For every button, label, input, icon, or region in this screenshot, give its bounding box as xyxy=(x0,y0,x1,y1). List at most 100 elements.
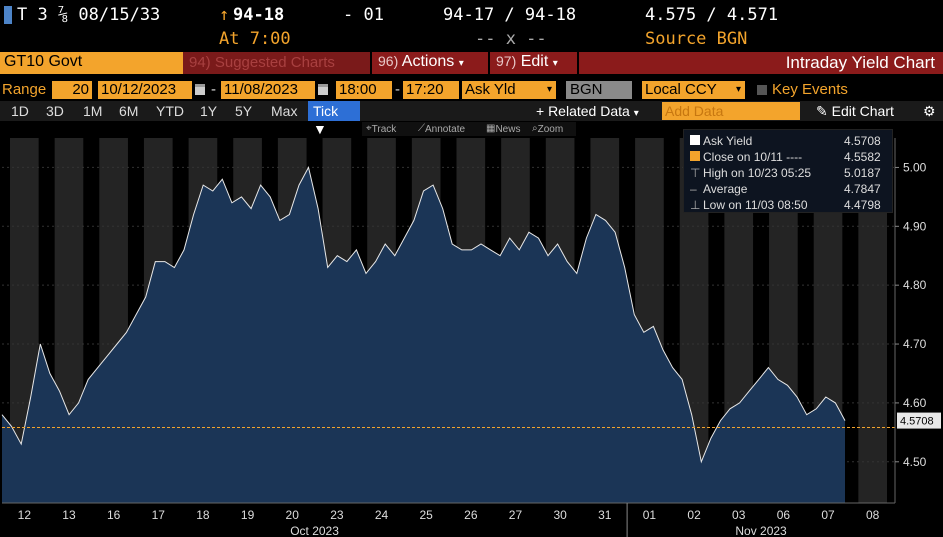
time-dash: - xyxy=(395,81,400,98)
legend-label: Ask Yield xyxy=(703,134,753,148)
y-tick-label: 4.60 xyxy=(903,396,927,410)
x-axis: 12 13 16 17 18 19 20 23 24 25 26 27 30 31 01 02 03 06 07 08… xyxy=(2,502,895,537)
x-tick-label: 16 xyxy=(107,508,121,522)
x-tick-label: 12 xyxy=(18,508,32,522)
x-tick-label: 02 xyxy=(687,508,701,522)
suggested-charts-button[interactable]: 94) Suggested Charts xyxy=(183,52,370,74)
legend-label: Average xyxy=(703,182,748,196)
edit-number: 97) xyxy=(496,53,517,69)
edit-menu[interactable]: 97) Edit ▾ xyxy=(490,52,577,74)
last-value-label: 4.5708 xyxy=(900,416,934,428)
x-tick-label: 23 xyxy=(330,508,344,522)
period-5y[interactable]: 5Y xyxy=(235,103,253,119)
period-1d[interactable]: 1D xyxy=(11,103,29,119)
yield-area xyxy=(2,167,845,503)
chevron-down-icon: ▾ xyxy=(633,108,639,119)
security-name: T 3 ⅞ 08/15/33 xyxy=(17,5,161,25)
gear-icon[interactable]: ⚙ xyxy=(923,103,936,119)
currency-select-value: Local CCY xyxy=(645,81,717,98)
actions-label: Actions xyxy=(401,53,455,70)
edit-chart-button[interactable]: ✎ Edit Chart xyxy=(816,102,894,120)
security-color-marker xyxy=(4,6,12,24)
field-select-value: Ask Yld xyxy=(465,81,516,98)
chevron-down-icon: ▾ xyxy=(458,58,464,69)
bid-ask-size: -- x -- xyxy=(475,29,547,49)
x-tick-label: 13 xyxy=(62,508,76,522)
toolbar: 1D 3D 1M 6M YTD 1Y 5Y Max Tick ▼ + Relat… xyxy=(0,101,943,137)
x-tick-label: 08 xyxy=(866,508,880,522)
y-tick-label: 4.90 xyxy=(903,219,927,233)
x-tick-label: 30 xyxy=(553,508,567,522)
close-swatch xyxy=(690,151,700,161)
edit-chart-label: Edit Chart xyxy=(831,103,894,119)
related-data-label: + Related Data xyxy=(536,103,630,119)
currency-select[interactable]: Local CCY ▾ xyxy=(642,81,745,99)
start-date-field[interactable]: 10/12/2023 xyxy=(98,81,192,99)
annotate-tool[interactable]: ⟋ Annotate xyxy=(418,123,466,135)
title-bar: GT10 Govt 94) Suggested Charts 96) Actio… xyxy=(0,52,943,74)
period-ytd[interactable]: YTD xyxy=(156,103,184,119)
period-1m[interactable]: 1M xyxy=(83,103,103,119)
legend-label: High on 10/23 05:25 xyxy=(703,166,812,180)
legend-value: 4.5582 xyxy=(844,150,881,164)
time-from-field[interactable]: 18:00 xyxy=(336,81,392,99)
tick-button[interactable]: Tick ▼ xyxy=(308,101,360,137)
month-label: Oct 2023 xyxy=(290,524,339,537)
x-tick-label: 31 xyxy=(598,508,612,522)
key-events-checkbox[interactable] xyxy=(757,85,767,95)
page-title: Intraday Yield Chart xyxy=(579,52,943,74)
legend-value: 5.0187 xyxy=(844,166,881,180)
bid-ask-price: 94-17 / 94-18 xyxy=(443,5,577,25)
suggested-charts-label: Suggested Charts xyxy=(214,54,335,71)
edit-label: Edit xyxy=(520,53,549,70)
legend-item-high[interactable]: ⊤ High on 10/23 05:25 5.0187 xyxy=(690,166,881,182)
x-tick-label: 19 xyxy=(241,508,255,522)
x-tick-label: 03 xyxy=(732,508,746,522)
month-label: Nov 2023 xyxy=(735,524,787,537)
zoom-tool[interactable]: ⌕ Zoom xyxy=(532,123,564,135)
actions-menu[interactable]: 96) Actions ▾ xyxy=(372,52,488,74)
series-swatch xyxy=(690,135,700,145)
legend-item-ask-yield[interactable]: Ask Yield 4.5708 xyxy=(690,134,881,150)
chart-tools: ⌖ Track ⟋ Annotate ▦ News ⌕ Zoom xyxy=(362,122,576,136)
news-tool[interactable]: ▦ News xyxy=(486,123,521,135)
range-label: Range xyxy=(2,81,47,98)
track-tool[interactable]: ⌖ Track xyxy=(366,123,397,135)
news-label: News xyxy=(495,124,521,135)
x-tick-label: 26 xyxy=(464,508,478,522)
add-data-input[interactable]: Add Data xyxy=(662,102,800,120)
yield-chart[interactable]: 4.504.604.704.804.905.004.5708 12 13 16 17 1… xyxy=(0,122,943,537)
track-label: Track xyxy=(371,124,397,135)
up-arrow-icon: ↑ xyxy=(219,5,230,25)
time-to-field[interactable]: 17:20 xyxy=(403,81,459,99)
related-data-button[interactable]: + Related Data ▾ xyxy=(536,102,639,120)
period-3d[interactable]: 3D xyxy=(46,103,64,119)
ticker-field[interactable]: GT10 Govt xyxy=(0,52,183,74)
average-marker-icon: – xyxy=(690,182,697,196)
end-date-field[interactable]: 11/08/2023 xyxy=(221,81,315,99)
x-tick-label: 20 xyxy=(286,508,300,522)
chevron-down-icon: ▾ xyxy=(546,84,552,95)
calendar-icon[interactable] xyxy=(318,84,328,95)
chart-legend: Ask Yield 4.5708 Close on 10/11 ---- 4.5… xyxy=(683,129,893,213)
field-select[interactable]: Ask Yld ▾ xyxy=(462,81,556,99)
range-days-field[interactable]: 20 xyxy=(52,81,92,99)
suggested-charts-number: 94) xyxy=(189,54,211,71)
period-max[interactable]: Max xyxy=(271,103,298,119)
calendar-icon[interactable] xyxy=(195,84,205,95)
zoom-label: Zoom xyxy=(537,124,564,135)
high-marker-icon: ⊤ xyxy=(690,166,701,180)
legend-item-low[interactable]: ⊥ Low on 11/03 08:50 4.4798 xyxy=(690,198,881,214)
quote-time: At 7:00 xyxy=(219,29,291,49)
pricing-source: Source BGN xyxy=(645,29,748,49)
x-tick-label: 01 xyxy=(643,508,657,522)
legend-value: 4.5708 xyxy=(844,134,881,148)
period-1y[interactable]: 1Y xyxy=(200,103,218,119)
key-events-label: Key Events xyxy=(772,81,848,98)
x-tick-label: 17 xyxy=(152,508,166,522)
period-6m[interactable]: 6M xyxy=(119,103,139,119)
source-field[interactable]: BGN xyxy=(566,81,632,99)
legend-item-close[interactable]: Close on 10/11 ---- 4.5582 xyxy=(690,150,881,166)
y-tick-label: 4.70 xyxy=(903,337,927,351)
legend-item-average[interactable]: – Average 4.7847 xyxy=(690,182,881,198)
